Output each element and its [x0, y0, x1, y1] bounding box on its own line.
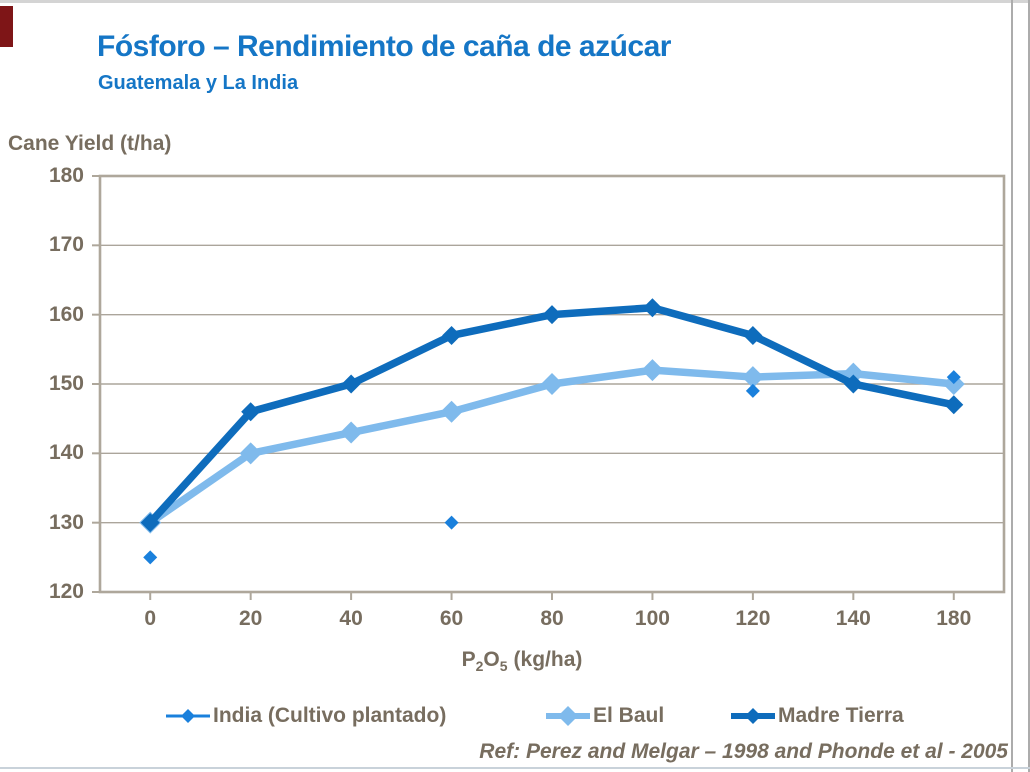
data-point-madre-tierra: [743, 325, 763, 345]
y-axis-tick-label: 120: [48, 580, 84, 603]
data-point-el-baul: [641, 359, 664, 382]
x-axis-tick-label: 40: [339, 607, 363, 630]
image-right-edge: [1028, 0, 1030, 772]
data-point-madre-tierra: [642, 298, 662, 318]
y-axis-title: Cane Yield (t/ha): [8, 132, 172, 155]
legend-marker-madre-tierra: [731, 708, 775, 724]
x-axis-title-sub5: 5: [499, 658, 508, 675]
data-point-india: [946, 370, 961, 385]
x-axis-title-sub2: 2: [475, 658, 484, 675]
data-point-india: [745, 383, 760, 398]
legend-item-el-baul: El Baul: [545, 703, 664, 729]
slide-accent-bar: [0, 6, 13, 47]
x-axis-tick-label: 100: [634, 607, 670, 630]
x-axis-title: P2O5 (kg/ha): [372, 648, 672, 674]
data-point-india: [143, 550, 158, 565]
data-point-madre-tierra: [944, 395, 964, 415]
legend-marker-el-baul: [546, 706, 590, 726]
x-axis-tick-label: 140: [835, 607, 871, 630]
y-axis-tick-label: 180: [48, 164, 84, 187]
y-axis-tick-label: 160: [48, 302, 84, 326]
data-point-madre-tierra: [442, 325, 462, 345]
y-axis-tick-label: 130: [48, 510, 84, 534]
legend-item-madre-tierra: Madre Tierra: [730, 703, 904, 729]
x-axis-title-o: O: [483, 648, 500, 671]
data-point-el-baul: [340, 421, 363, 444]
legend-label-india: India (Cultivo plantado): [213, 704, 447, 727]
slide-right-edge: [1011, 0, 1013, 772]
legend-label-el-baul: El Baul: [593, 704, 665, 727]
slide-title: Fósforo – Rendimiento de caña de azúcar: [97, 30, 671, 63]
x-axis-tick-label: 0: [144, 607, 157, 630]
plot-border: [98, 174, 1006, 594]
data-point-madre-tierra: [843, 374, 863, 394]
x-axis-tick-label: 20: [238, 607, 263, 630]
data-point-el-baul: [239, 442, 262, 465]
x-axis-tick-label: 80: [540, 607, 564, 630]
reference-text: Ref: Perez and Melgar – 1998 and Phonde …: [479, 740, 1008, 763]
legend-label-madre-tierra: Madre Tierra: [778, 704, 904, 727]
x-axis-title-p: P: [461, 648, 476, 671]
x-axis-tick-label: 120: [735, 607, 771, 630]
slide-bottom-edge: [0, 767, 1030, 769]
data-point-el-baul: [741, 366, 764, 389]
slide-top-edge: [0, 0, 1030, 3]
data-point-india: [444, 515, 459, 530]
y-axis-tick-label: 150: [48, 372, 84, 395]
data-point-madre-tierra: [341, 374, 361, 394]
data-point-el-baul: [440, 400, 463, 423]
data-point-madre-tierra: [140, 513, 160, 533]
data-point-el-baul: [541, 373, 563, 395]
legend-marker-india: [166, 709, 210, 723]
data-point-madre-tierra: [241, 402, 261, 422]
x-axis-tick-label: 180: [936, 607, 972, 630]
x-axis-title-unit: (kg/ha): [513, 648, 583, 671]
data-point-madre-tierra: [542, 305, 562, 325]
slide-subtitle: Guatemala y La India: [98, 72, 299, 94]
series-line-madre-tierra: [146, 303, 958, 527]
legend-item-india: India (Cultivo plantado): [165, 703, 446, 729]
y-axis-tick-label: 170: [48, 233, 84, 257]
x-axis-tick-label: 60: [439, 607, 464, 630]
y-axis-tick-label: 140: [48, 441, 84, 465]
